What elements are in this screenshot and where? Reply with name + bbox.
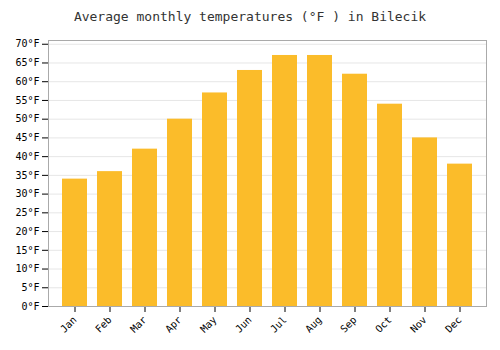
svg-text:70°F: 70°F [15, 38, 39, 49]
svg-text:Apr: Apr [163, 314, 184, 335]
svg-text:Jan: Jan [58, 314, 79, 335]
svg-text:Sep: Sep [338, 314, 359, 335]
svg-text:5°F: 5°F [21, 282, 39, 293]
svg-text:Aug: Aug [303, 314, 324, 335]
svg-text:35°F: 35°F [15, 170, 39, 181]
svg-text:45°F: 45°F [15, 132, 39, 143]
svg-text:May: May [198, 314, 219, 335]
svg-text:30°F: 30°F [15, 188, 39, 199]
html-text:Average monthly temperatures (: Average monthly temperatures (°F ) in Bi… [73, 9, 427, 24]
svg-text:Nov: Nov [408, 314, 429, 335]
svg-text:0°F: 0°F [21, 301, 39, 312]
svg-text:60°F: 60°F [15, 76, 39, 87]
svg-text:Jul: Jul [268, 314, 289, 335]
svg-text:Feb: Feb [93, 314, 114, 335]
svg-text:Mar: Mar [128, 314, 149, 335]
svg-text:Dec: Dec [443, 314, 464, 335]
svg-text:15°F: 15°F [15, 245, 39, 256]
svg-text:10°F: 10°F [15, 263, 39, 274]
svg-text:55°F: 55°F [15, 95, 39, 106]
svg-text:25°F: 25°F [15, 207, 39, 218]
svg-text:40°F: 40°F [15, 151, 39, 162]
svg-text:50°F: 50°F [15, 113, 39, 124]
svg-text:20°F: 20°F [15, 226, 39, 237]
svg-text:65°F: 65°F [15, 57, 39, 68]
svg-text:Oct: Oct [373, 314, 394, 335]
svg-text:Jun: Jun [233, 314, 254, 335]
